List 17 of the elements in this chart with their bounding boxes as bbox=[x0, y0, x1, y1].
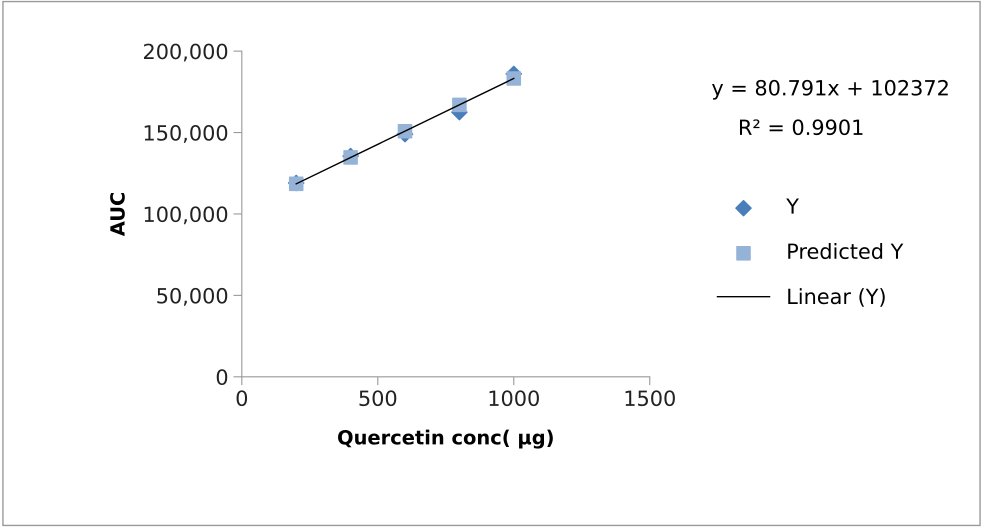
y-tick-label: 50,000 bbox=[157, 288, 228, 306]
legend-label: Linear (Y) bbox=[788, 288, 885, 307]
legend-label: Predicted Y bbox=[788, 242, 904, 260]
y-tick-label: 0 bbox=[216, 369, 228, 386]
text: y = 80.791x + 102372 bbox=[712, 80, 948, 100]
x-tick-label: 1000 bbox=[490, 390, 539, 406]
y-axis-title: AUC bbox=[110, 192, 125, 236]
x-tick-label: 500 bbox=[360, 390, 396, 406]
x-tick-label: 1500 bbox=[626, 390, 675, 406]
y-tick-label: 200,000 bbox=[144, 44, 228, 62]
y-tick-label: 100,000 bbox=[144, 206, 228, 224]
legend-label: Y bbox=[786, 198, 799, 214]
x-tick-label: 0 bbox=[236, 390, 248, 406]
point bbox=[506, 71, 522, 86]
x-axis-title: Quercetin conc( µg) bbox=[338, 430, 553, 449]
text: R² = 0.9901 bbox=[740, 119, 862, 136]
y-tick-label: 150,000 bbox=[144, 124, 228, 143]
